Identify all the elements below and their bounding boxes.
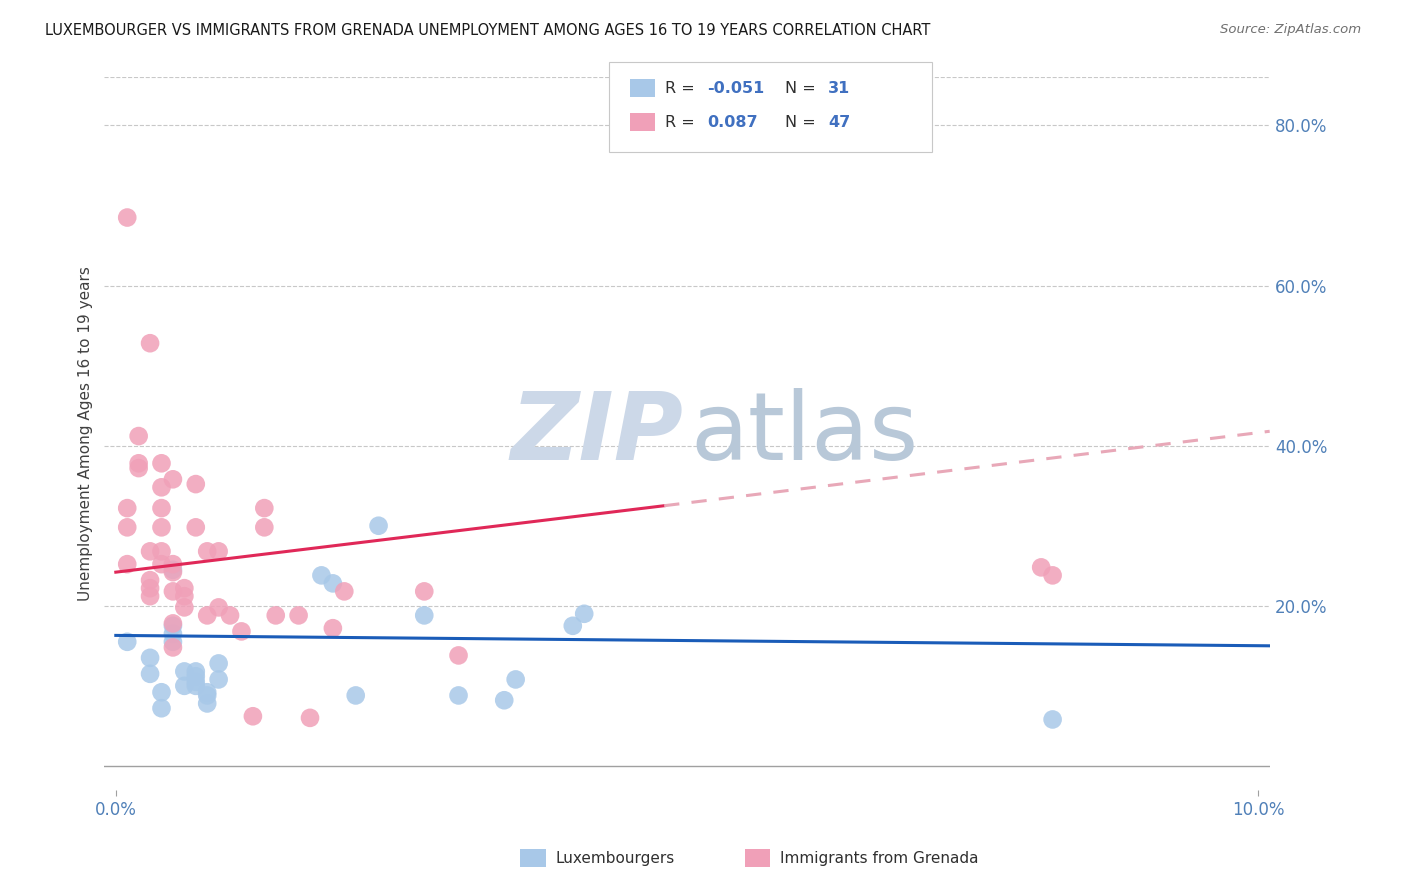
Point [298, 711, 321, 725]
Point [253, 520, 276, 534]
Point [162, 619, 184, 633]
Point [115, 635, 138, 649]
Point [447, 689, 470, 703]
Point [139, 573, 162, 587]
Point [195, 608, 218, 623]
Point [207, 544, 229, 558]
Point [287, 608, 309, 623]
Point [128, 456, 150, 470]
Point [128, 429, 150, 443]
Point [1031, 560, 1053, 574]
Point [219, 608, 242, 623]
Point [173, 665, 195, 679]
Text: Source: ZipAtlas.com: Source: ZipAtlas.com [1220, 23, 1361, 37]
Point [150, 685, 173, 699]
Point [253, 501, 276, 516]
Point [139, 581, 162, 595]
Point [150, 701, 173, 715]
Point [162, 472, 184, 486]
Point [162, 565, 184, 579]
Text: 31: 31 [828, 81, 851, 95]
Text: R =: R = [665, 81, 695, 95]
Point [195, 685, 218, 699]
Text: LUXEMBOURGER VS IMMIGRANTS FROM GRENADA UNEMPLOYMENT AMONG AGES 16 TO 19 YEARS C: LUXEMBOURGER VS IMMIGRANTS FROM GRENADA … [45, 23, 931, 38]
Point [184, 674, 207, 689]
Point [184, 520, 207, 534]
Point [1042, 568, 1064, 582]
Point [333, 584, 356, 599]
Point [311, 568, 333, 582]
Text: 47: 47 [828, 115, 851, 129]
Point [173, 600, 195, 615]
Point [150, 544, 173, 558]
Point [195, 689, 218, 703]
Point [195, 697, 218, 711]
Point [173, 581, 195, 595]
Point [162, 635, 184, 649]
Point [150, 520, 173, 534]
Point [162, 616, 184, 631]
Point [494, 693, 516, 707]
Point [413, 584, 436, 599]
Point [344, 689, 367, 703]
Point [1042, 713, 1064, 727]
Point [413, 608, 436, 623]
Point [173, 679, 195, 693]
Point [162, 563, 184, 577]
Point [505, 673, 527, 687]
Point [150, 557, 173, 571]
Text: ZIP: ZIP [510, 388, 683, 480]
Point [242, 709, 264, 723]
Point [115, 211, 138, 225]
Point [162, 584, 184, 599]
Text: R =: R = [665, 115, 695, 129]
Text: Luxembourgers: Luxembourgers [555, 851, 675, 865]
Point [447, 648, 470, 663]
Text: -0.051: -0.051 [707, 81, 765, 95]
Text: 0.087: 0.087 [707, 115, 758, 129]
Point [207, 673, 229, 687]
Point [231, 624, 253, 639]
Point [207, 657, 229, 671]
Point [115, 501, 138, 516]
Point [367, 518, 389, 533]
Point [128, 461, 150, 475]
Text: Immigrants from Grenada: Immigrants from Grenada [780, 851, 979, 865]
Point [139, 544, 162, 558]
Point [184, 665, 207, 679]
Point [150, 501, 173, 516]
Point [184, 669, 207, 683]
Point [162, 627, 184, 641]
Point [264, 608, 287, 623]
Point [184, 477, 207, 491]
Point [561, 619, 583, 633]
Point [115, 557, 138, 571]
Point [184, 679, 207, 693]
Point [195, 544, 218, 558]
Point [150, 480, 173, 494]
Point [162, 640, 184, 655]
Point [139, 336, 162, 351]
Point [173, 589, 195, 603]
Text: N =: N = [785, 81, 815, 95]
Text: N =: N = [785, 115, 815, 129]
Point [139, 650, 162, 665]
Point [322, 576, 344, 591]
Point [115, 520, 138, 534]
Point [162, 557, 184, 571]
Y-axis label: Unemployment Among Ages 16 to 19 years: Unemployment Among Ages 16 to 19 years [79, 266, 93, 601]
Point [139, 666, 162, 681]
Point [574, 607, 596, 621]
Point [139, 589, 162, 603]
Point [150, 456, 173, 470]
Point [207, 600, 229, 615]
Point [322, 621, 344, 635]
Text: atlas: atlas [690, 388, 918, 480]
